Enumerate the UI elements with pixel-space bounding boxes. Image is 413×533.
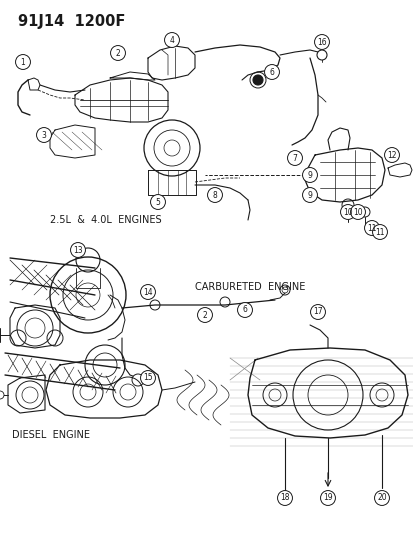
Text: CARBURETED  ENGINE: CARBURETED ENGINE [195,282,305,292]
Circle shape [140,285,155,300]
Text: 20: 20 [376,494,386,503]
Circle shape [302,167,317,182]
Circle shape [374,490,389,505]
Text: 6: 6 [269,68,274,77]
Text: 16: 16 [316,37,326,46]
Circle shape [140,370,155,385]
Circle shape [264,64,279,79]
Text: 18: 18 [280,494,289,503]
Text: 8: 8 [212,190,217,199]
Circle shape [302,188,317,203]
Circle shape [310,304,325,319]
Circle shape [320,490,335,505]
Text: DIESEL  ENGINE: DIESEL ENGINE [12,430,90,440]
Text: 10: 10 [352,207,362,216]
Text: 2.5L  &  4.0L  ENGINES: 2.5L & 4.0L ENGINES [50,215,161,225]
Text: 3: 3 [41,131,46,140]
Text: 6: 6 [242,305,247,314]
Circle shape [197,308,212,322]
Circle shape [314,35,329,50]
Circle shape [252,75,262,85]
Circle shape [384,148,399,163]
Text: 11: 11 [374,228,384,237]
Text: 19: 19 [323,494,332,503]
Circle shape [237,303,252,318]
Text: 17: 17 [312,308,322,317]
Text: 2: 2 [115,49,120,58]
Circle shape [364,221,379,236]
Circle shape [36,127,51,142]
Circle shape [70,243,85,257]
Text: 7: 7 [292,154,297,163]
Text: 5: 5 [155,198,160,206]
Circle shape [207,188,222,203]
Text: 2: 2 [202,311,207,319]
Text: 1: 1 [21,58,25,67]
Text: 11: 11 [366,223,376,232]
Circle shape [350,205,365,220]
Text: 15: 15 [143,374,152,383]
Text: 4: 4 [169,36,174,44]
Circle shape [150,195,165,209]
Circle shape [132,374,144,386]
Circle shape [110,45,125,60]
Circle shape [316,50,326,60]
Circle shape [372,224,387,239]
Text: 9: 9 [307,171,312,180]
Circle shape [340,205,355,220]
Text: 12: 12 [386,150,396,159]
Circle shape [164,33,179,47]
Circle shape [0,391,4,399]
Text: 10: 10 [342,207,352,216]
Circle shape [16,54,31,69]
Text: 13: 13 [73,246,83,254]
Circle shape [287,150,302,165]
Text: 9: 9 [307,190,312,199]
Circle shape [277,490,292,505]
Text: 91J14  1200F: 91J14 1200F [18,14,125,29]
Text: 14: 14 [143,287,152,296]
